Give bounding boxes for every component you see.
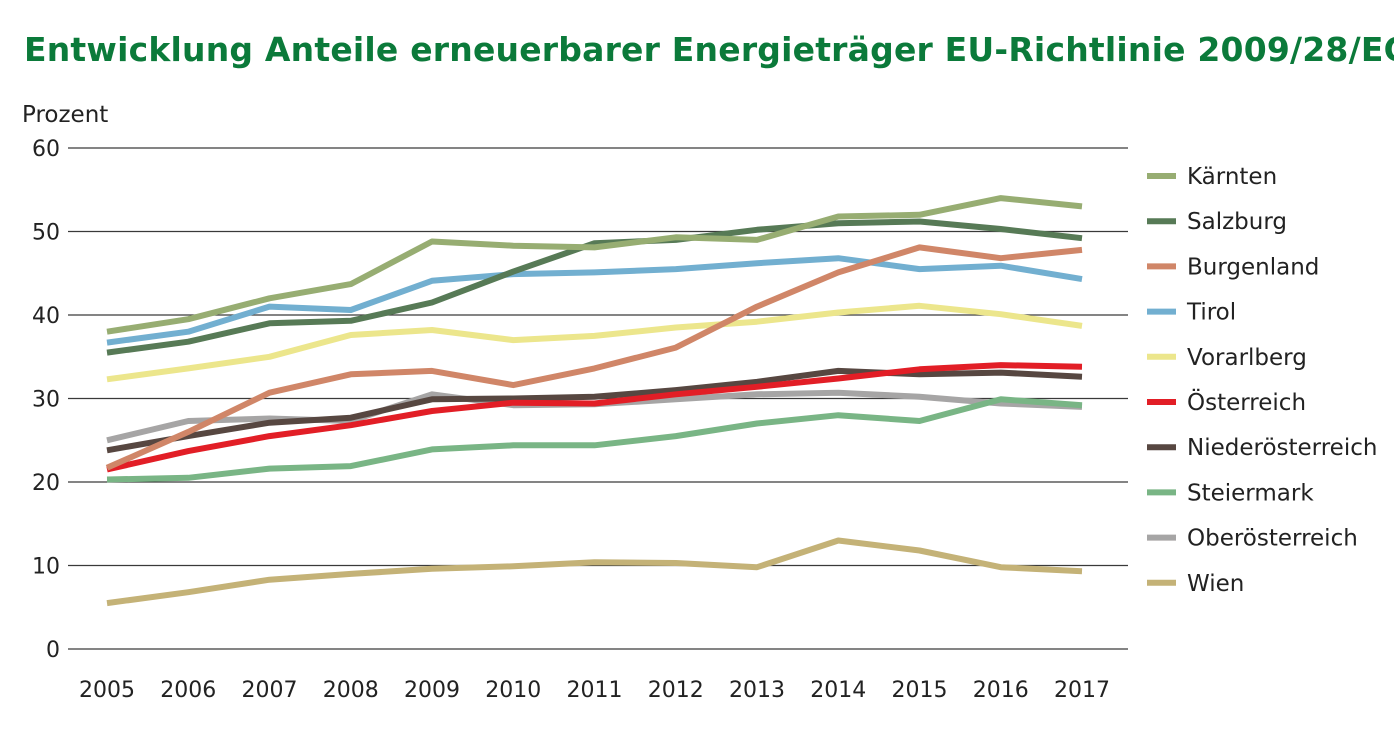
legend-label-tirol: Tirol: [1186, 300, 1236, 326]
legend-label-oberösterreich: Oberösterreich: [1187, 526, 1358, 552]
x-tick-label-2005: 2005: [79, 678, 135, 703]
series-line-wien: [106, 537, 1083, 607]
y-axis-label: Prozent: [22, 102, 108, 128]
series-lines: [105, 195, 1083, 607]
y-tick-label-50: 50: [32, 221, 60, 246]
series-line-vorarlberg: [106, 302, 1083, 383]
x-tick-label-2013: 2013: [729, 678, 785, 703]
legend-label-kärnten: Kärnten: [1187, 164, 1277, 190]
chart-title: Entwicklung Anteile erneuerbarer Energie…: [24, 30, 1394, 69]
x-axis-ticks: 2005 2006 2007 2008 2009 2010 2011 2012 2013 2014…: [79, 678, 1110, 703]
x-tick-label-2008: 2008: [323, 678, 379, 703]
x-tick-label-2011: 2011: [567, 678, 623, 703]
legend-label-österreich: Österreich: [1187, 388, 1306, 416]
gridlines: [68, 147, 1128, 650]
y-axis-ticks: 0 10 20 30 40 50 60: [32, 137, 60, 663]
legend-item-vorarlberg: Vorarlberg: [1147, 345, 1307, 371]
x-tick-label-2015: 2015: [892, 678, 948, 703]
y-tick-label-0: 0: [46, 638, 60, 663]
series-line-kärnten: [106, 195, 1083, 335]
legend-item-wien: Wien: [1147, 571, 1244, 597]
legend-item-steiermark: Steiermark: [1147, 480, 1314, 506]
series-line-steiermark: [106, 396, 1083, 483]
legend-item-niederösterreich: Niederösterreich: [1147, 435, 1377, 461]
legend-label-wien: Wien: [1187, 571, 1244, 597]
legend-item-oberösterreich: Oberösterreich: [1147, 526, 1358, 552]
legend-item-tirol: Tirol: [1147, 300, 1236, 326]
series-line-niederösterreich: [106, 367, 1083, 454]
x-tick-label-2012: 2012: [648, 678, 704, 703]
legend-item-salzburg: Salzburg: [1147, 209, 1287, 235]
legend-item-österreich: Österreich: [1147, 388, 1306, 416]
y-tick-label-60: 60: [32, 137, 60, 162]
x-tick-label-2016: 2016: [973, 678, 1029, 703]
y-tick-label-40: 40: [32, 304, 60, 329]
legend-label-niederösterreich: Niederösterreich: [1187, 435, 1377, 461]
legend-label-steiermark: Steiermark: [1187, 480, 1314, 506]
x-tick-label-2009: 2009: [404, 678, 460, 703]
x-tick-label-2006: 2006: [160, 678, 216, 703]
legend-label-salzburg: Salzburg: [1187, 209, 1287, 235]
y-tick-label-30: 30: [32, 388, 60, 413]
y-tick-label-10: 10: [32, 555, 60, 580]
legend-item-kärnten: Kärnten: [1147, 164, 1277, 190]
x-tick-label-2007: 2007: [242, 678, 298, 703]
legend: Kärnten Salzburg Burgenland Tirol Vorarlberg…: [1147, 164, 1377, 597]
series-line-salzburg: [106, 218, 1083, 356]
legend-item-burgenland: Burgenland: [1147, 254, 1319, 280]
x-tick-label-2014: 2014: [810, 678, 866, 703]
x-tick-label-2010: 2010: [485, 678, 541, 703]
legend-label-vorarlberg: Vorarlberg: [1187, 345, 1307, 371]
y-tick-label-20: 20: [32, 471, 60, 496]
series-line-tirol: [106, 255, 1083, 346]
legend-label-burgenland: Burgenland: [1187, 254, 1319, 280]
x-tick-label-2017: 2017: [1054, 678, 1110, 703]
series-line-österreich: [106, 362, 1083, 473]
series-line-burgenland: [105, 244, 1083, 471]
